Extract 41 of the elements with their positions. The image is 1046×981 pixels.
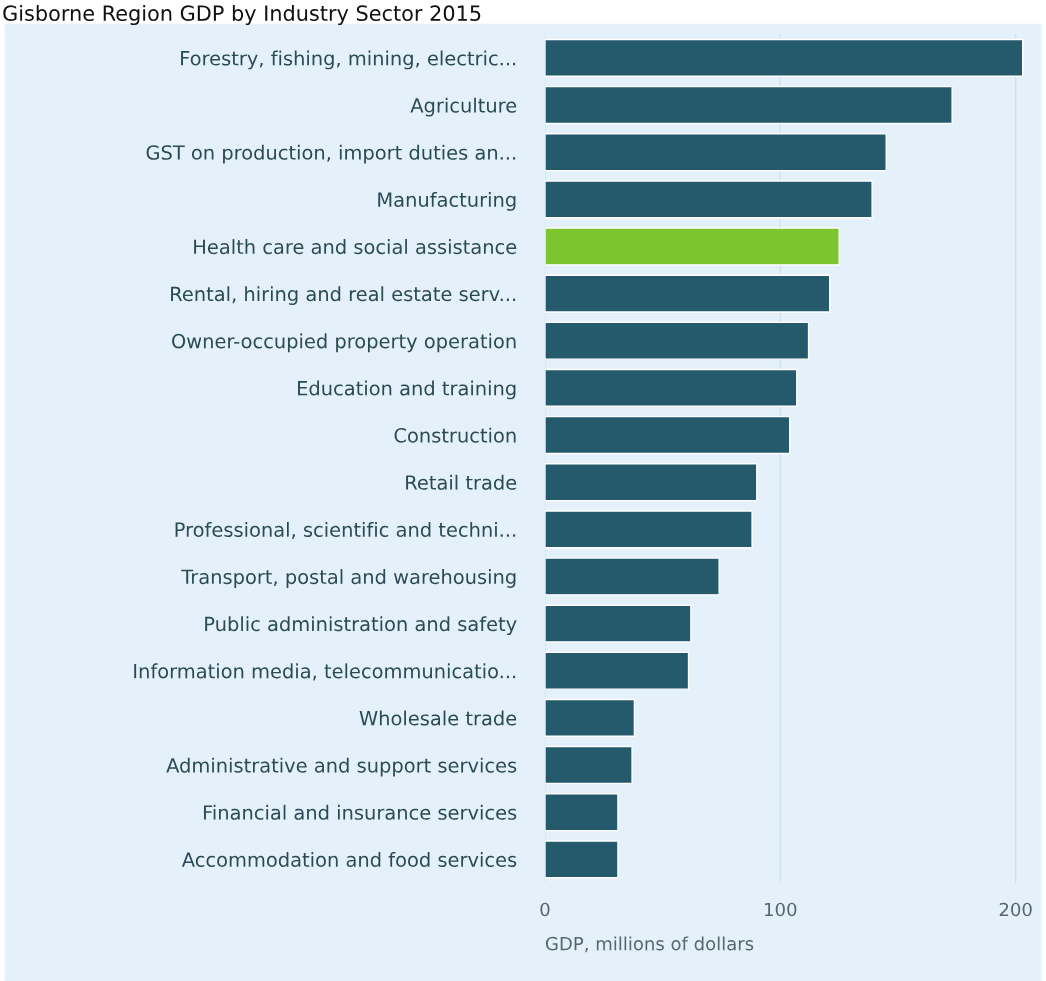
y-tick-label: Public administration and safety xyxy=(205,616,517,636)
y-tick-label: Rental, hiring and real estate serv... xyxy=(171,286,516,306)
y-tick-label: Accommodation and food services xyxy=(181,851,517,867)
y-tick-label: Professional, scientific and techni... xyxy=(175,521,516,539)
bar xyxy=(544,651,690,690)
bar xyxy=(544,180,873,219)
y-tick-label: Information media, telecommunicatio... xyxy=(134,663,516,681)
x-tick-label: 200 xyxy=(999,902,1032,917)
text: Gisborne Region GDP by Industry Sector 2015 xyxy=(3,4,481,26)
x-tick-label: 100 xyxy=(765,902,797,917)
bar xyxy=(544,557,720,596)
bar xyxy=(544,415,791,455)
y-tick-label: Financial and insurance services xyxy=(203,804,517,820)
bar xyxy=(544,604,692,643)
y-tick-label: Manufacturing xyxy=(378,191,516,211)
bar xyxy=(544,227,840,266)
bar xyxy=(544,133,887,172)
bar xyxy=(544,85,953,125)
bar xyxy=(544,463,758,502)
y-tick-label: Health care and social assistance xyxy=(194,239,517,255)
y-tick-label: Retail trade xyxy=(406,474,517,490)
y-tick-label: Education and training xyxy=(298,380,516,400)
y-tick-label: Agriculture xyxy=(410,97,517,117)
bar xyxy=(544,38,1024,77)
bar xyxy=(544,274,831,313)
bar xyxy=(544,510,753,549)
bar xyxy=(544,745,633,785)
y-tick-label: Administrative and support services xyxy=(166,757,517,777)
y-tick-label: GST on production, import duties an... xyxy=(146,144,516,164)
bar xyxy=(544,698,636,737)
bar xyxy=(544,368,798,407)
x-axis-title: GDP, millions of dollars xyxy=(545,936,754,953)
y-tick-label: Owner-occupied property operation xyxy=(172,333,516,353)
bar xyxy=(544,840,619,879)
y-tick-label: Wholesale trade xyxy=(359,710,517,726)
y-tick-label: Transport, postal and warehousing xyxy=(181,569,516,588)
y-tick-label: Construction xyxy=(394,427,516,443)
bar xyxy=(544,793,619,832)
y-tick-label: Forestry, fishing, mining, electric... xyxy=(181,50,516,70)
x-tick-label: 0 xyxy=(540,902,550,917)
bar xyxy=(544,321,810,360)
